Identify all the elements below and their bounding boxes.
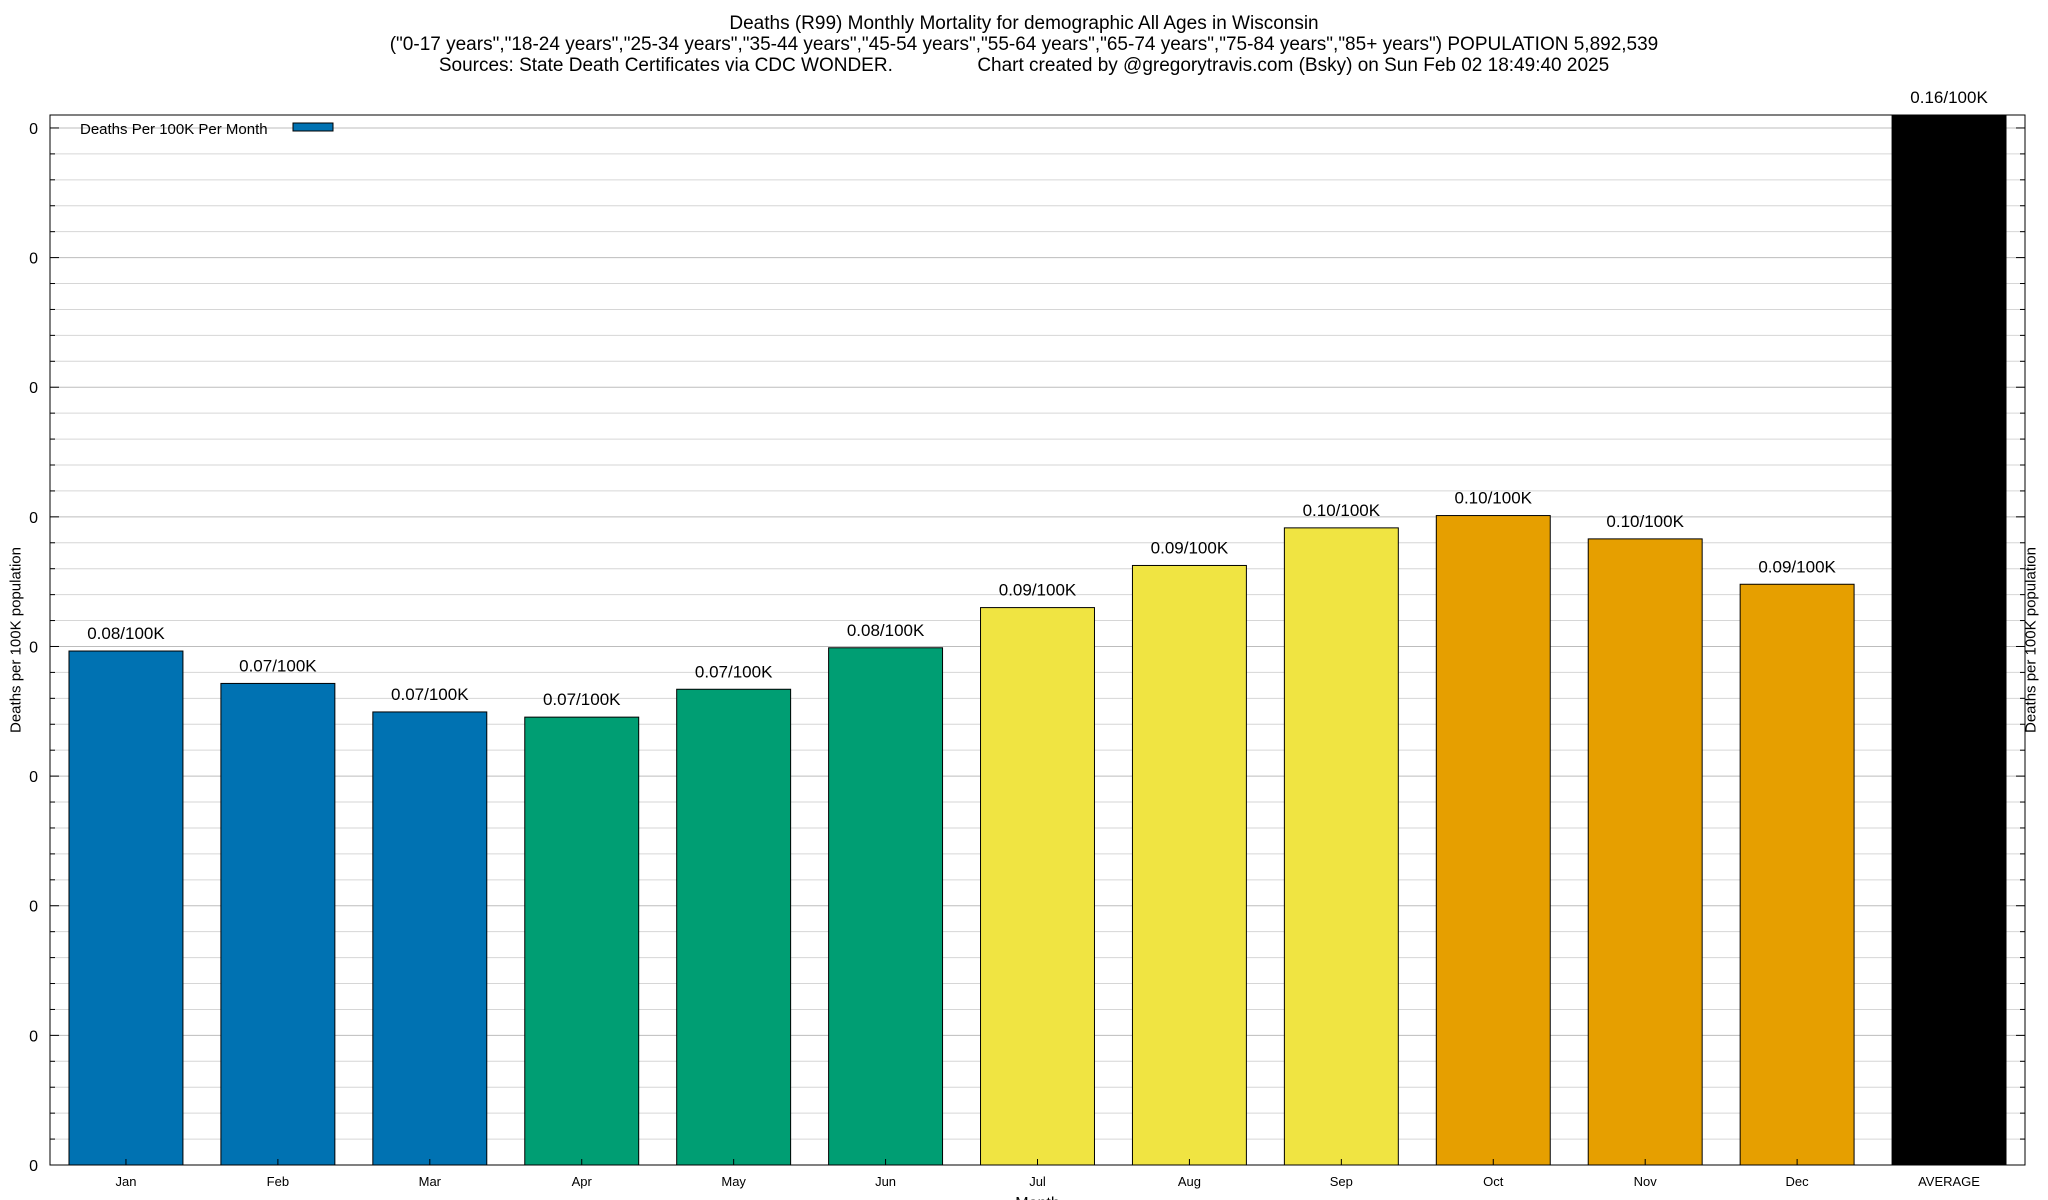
bar-feb	[220, 682, 336, 1166]
y-tick-label: 0	[29, 1158, 38, 1175]
y-tick-label: 0	[29, 510, 38, 527]
y-tick-label: 0	[29, 899, 38, 916]
y-tick-label: 0	[29, 1028, 38, 1045]
data-label: 0.08/100K	[847, 621, 925, 640]
chart-subtitle: ("0-17 years","18-24 years","25-34 years…	[389, 34, 1659, 55]
y-tick-label: 0	[29, 251, 38, 268]
chart-title: Deaths (R99) Monthly Mortality for demog…	[729, 13, 1319, 34]
data-label: 0.09/100K	[1758, 557, 1836, 576]
x-tick-label: Dec	[1786, 1174, 1810, 1189]
bar-aug	[1131, 564, 1247, 1166]
y-tick-label: 0	[29, 121, 38, 138]
x-tick-label: Mar	[419, 1174, 442, 1189]
bar-average	[1891, 114, 2007, 1166]
data-label: 0.08/100K	[87, 624, 165, 643]
data-label: 0.07/100K	[695, 662, 773, 681]
bar-nov	[1587, 538, 1703, 1166]
data-label: 0.07/100K	[543, 690, 621, 709]
data-label: 0.09/100K	[999, 581, 1077, 600]
x-tick-label: Nov	[1634, 1174, 1658, 1189]
y-tick-label: 0	[29, 380, 38, 397]
bar-may	[676, 688, 792, 1166]
y-tick-label: 0	[29, 769, 38, 786]
x-tick-label: Aug	[1178, 1174, 1201, 1189]
bar-dec	[1739, 583, 1855, 1166]
bar-apr	[524, 716, 640, 1166]
y-tick-label: 0	[29, 639, 38, 656]
data-label: 0.07/100K	[239, 656, 317, 675]
chart-title-block: Deaths (R99) Monthly Mortality for demog…	[0, 13, 2048, 76]
bar-jul	[980, 607, 1095, 1166]
bar-jun	[828, 647, 944, 1166]
bar-mar	[372, 711, 488, 1166]
x-tick-label: Jan	[115, 1174, 136, 1189]
x-tick-label: Apr	[572, 1174, 593, 1189]
data-label: 0.10/100K	[1455, 489, 1533, 508]
x-tick-label: Oct	[1483, 1174, 1504, 1189]
x-axis-title: Month	[1015, 1195, 1059, 1200]
x-tick-label: AVERAGE	[1918, 1174, 1980, 1189]
plot-border	[49, 114, 2026, 1166]
bar-oct	[1435, 515, 1551, 1166]
data-label: 0.10/100K	[1303, 501, 1381, 520]
x-tick-label: Jun	[875, 1174, 896, 1189]
legend-swatch	[292, 122, 334, 132]
y-axis-title-left: Deaths per 100K population	[7, 547, 25, 733]
chart-sources: Sources: State Death Certificates via CD…	[438, 55, 1610, 76]
y-axis-title-right: Deaths per 100K population	[2022, 547, 2040, 733]
x-tick-label: Sep	[1330, 1174, 1353, 1189]
x-tick-label: Feb	[267, 1174, 289, 1189]
x-tick-label: May	[721, 1174, 746, 1189]
legend-label: Deaths Per 100K Per Month	[80, 121, 268, 138]
bar-jan	[68, 650, 184, 1166]
data-label: 0.07/100K	[391, 685, 469, 704]
data-label: 0.16/100K	[1910, 88, 1988, 107]
x-tick-label: Jul	[1029, 1174, 1046, 1189]
bar-sep	[1283, 527, 1399, 1166]
data-label: 0.10/100K	[1606, 512, 1684, 531]
data-label: 0.09/100K	[1151, 538, 1229, 557]
